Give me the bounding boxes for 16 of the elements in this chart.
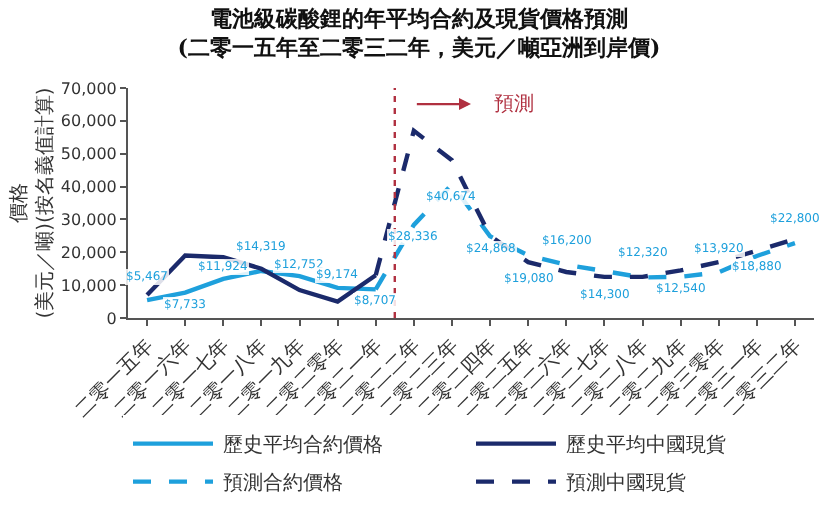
chart-title: 電池級碳酸鋰的年平均合約及現貨價格預測	[210, 6, 628, 33]
legend-label: 歷史平均中國現貨	[566, 433, 726, 458]
chart-subtitle: (二零一五年至二零三二年，美元／噸亞洲到岸價)	[177, 35, 661, 61]
y-tick-label: 30,000	[60, 211, 117, 230]
y-tick-label: 40,000	[60, 178, 117, 197]
legend-label: 歷史平均合約價格	[223, 433, 383, 458]
ref-line-label: 預測	[494, 92, 534, 116]
y-tick-label: 70,000	[60, 79, 117, 98]
y-tick-label: 60,000	[60, 112, 117, 131]
y-tick-label: 0	[106, 309, 117, 328]
y-axis-title: 價格(美元／噸)(按名義值計算)	[6, 87, 57, 319]
y-tick-label: 10,000	[60, 276, 117, 295]
y-tick-label: 20,000	[60, 243, 117, 262]
y-tick-label: 50,000	[60, 145, 117, 164]
legend-label: 預測合約價格	[223, 471, 343, 496]
legend-label: 預測中國現貨	[566, 471, 686, 496]
